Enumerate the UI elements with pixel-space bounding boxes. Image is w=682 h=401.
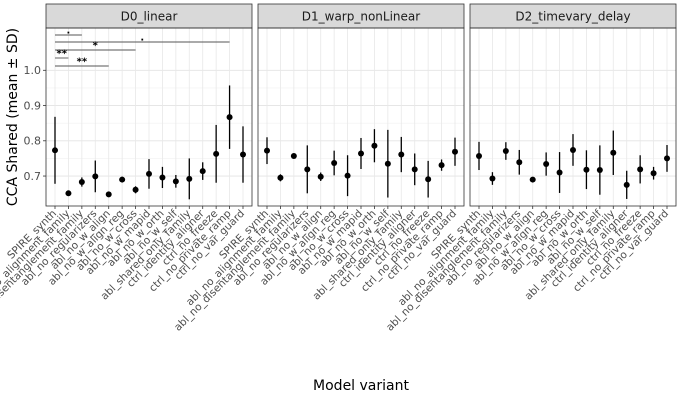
- data-point: [529, 176, 536, 183]
- data-point: [105, 191, 112, 198]
- data-point: [623, 181, 630, 188]
- data-point: [331, 159, 338, 166]
- facet-strip-label: D2_timevary_delay: [515, 10, 630, 24]
- facet-strip: [257, 3, 465, 29]
- data-point: [304, 166, 311, 173]
- data-point: [146, 170, 152, 177]
- data-point: [371, 142, 378, 149]
- data-point: [92, 173, 99, 180]
- y-tick-label: 0.7: [24, 170, 42, 183]
- significance-label: **: [77, 57, 88, 68]
- data-point: [277, 174, 284, 181]
- data-point: [172, 178, 179, 185]
- data-point: [411, 166, 418, 173]
- data-point: [317, 173, 324, 180]
- x-axis-title: Model variant: [313, 378, 409, 394]
- data-point: [264, 147, 270, 154]
- data-point: [65, 190, 72, 197]
- data-point: [132, 186, 139, 193]
- data-point: [570, 146, 576, 153]
- data-point: [344, 172, 351, 179]
- y-tick-label: 1.0: [24, 64, 42, 77]
- data-point: [650, 170, 657, 177]
- data-point: [78, 179, 85, 186]
- data-point: [199, 168, 206, 175]
- y-tick-label: 0.9: [24, 99, 42, 112]
- data-point: [664, 155, 670, 162]
- significance-label: .: [140, 33, 144, 44]
- data-point: [583, 166, 590, 173]
- data-point: [637, 166, 644, 173]
- significance-label: **: [56, 49, 67, 60]
- facet-strip-label: D0_linear: [121, 10, 178, 24]
- data-point: [159, 174, 166, 181]
- data-point: [290, 152, 297, 159]
- data-point: [425, 176, 432, 183]
- data-point: [186, 175, 193, 182]
- y-tick-label: 0.8: [24, 135, 42, 148]
- data-point: [398, 151, 405, 158]
- data-point: [226, 114, 233, 121]
- data-point: [240, 151, 246, 158]
- y-axis-title: CCA Shared (mean ± SD): [5, 28, 21, 206]
- data-point: [489, 175, 496, 182]
- data-point: [52, 147, 58, 154]
- data-point: [596, 167, 603, 174]
- data-point: [213, 150, 220, 157]
- facet-strip-label: D1_warp_nonLinear: [302, 10, 421, 24]
- data-point: [543, 161, 550, 168]
- data-point: [610, 149, 617, 156]
- data-point: [516, 159, 523, 166]
- data-point: [119, 176, 126, 183]
- data-point: [384, 160, 391, 167]
- significance-label: *: [93, 41, 99, 52]
- significance-label: .: [67, 26, 71, 37]
- data-point: [438, 162, 445, 169]
- data-point: [476, 152, 482, 159]
- facet-strip: [45, 3, 253, 29]
- data-point: [452, 148, 458, 155]
- facet-strip: [469, 3, 677, 29]
- data-point: [358, 150, 364, 157]
- data-point: [556, 169, 563, 176]
- data-point: [502, 148, 509, 155]
